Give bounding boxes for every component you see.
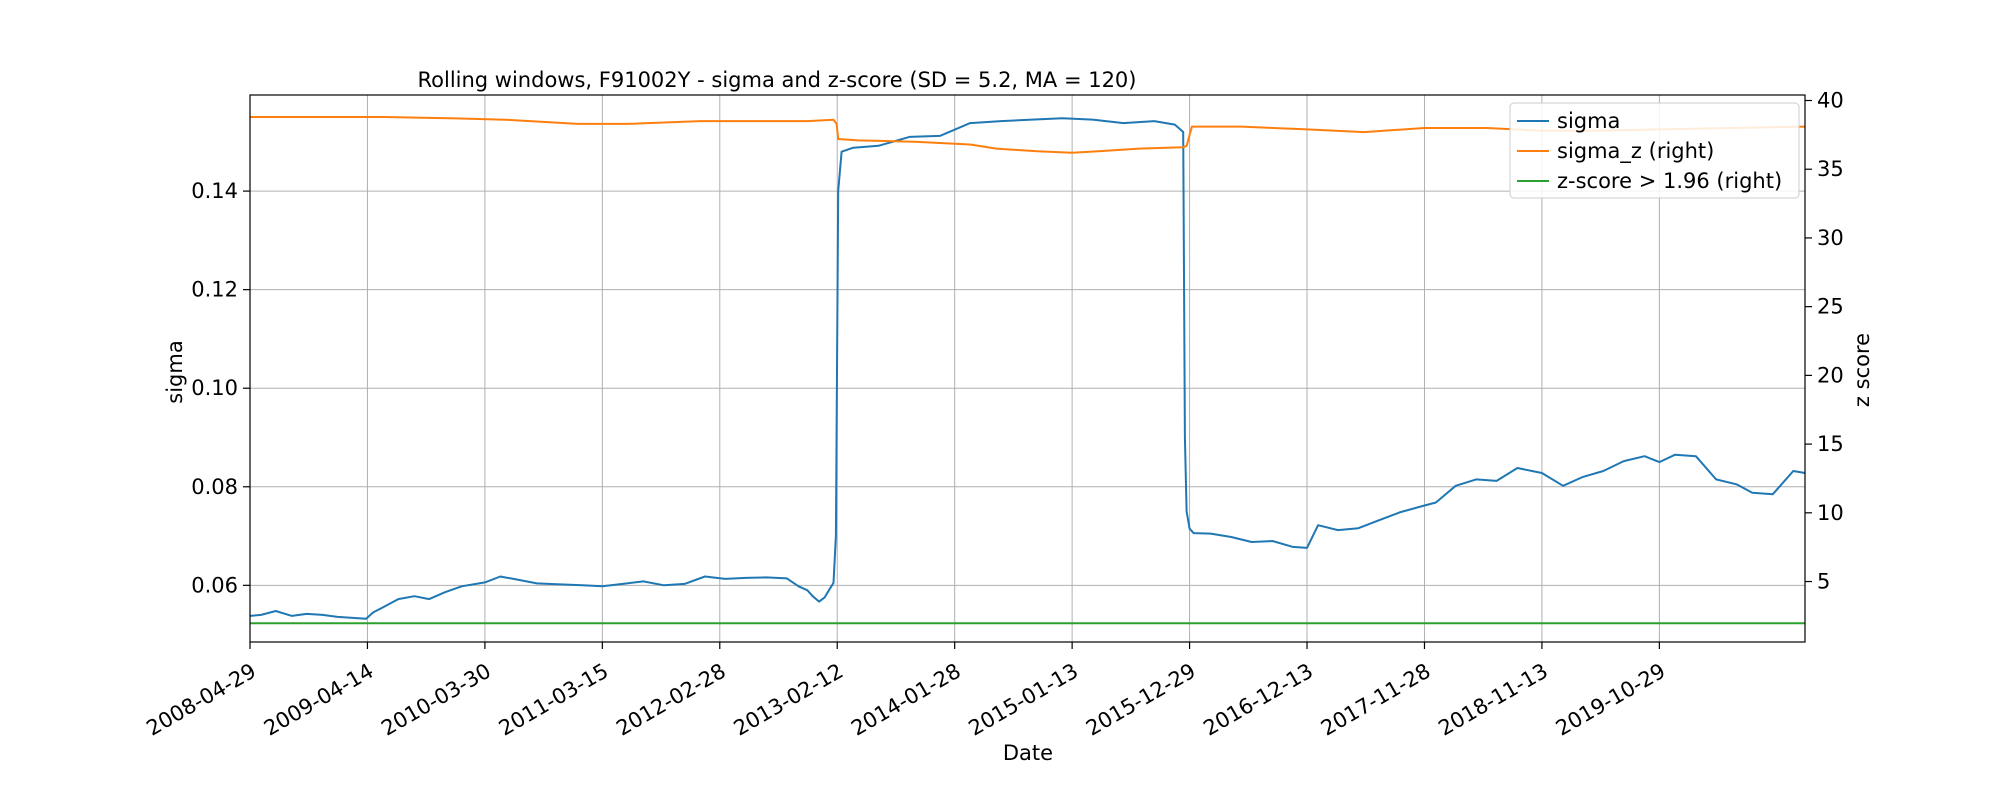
- y2-axis-label: z score: [1850, 333, 1874, 407]
- legend-label-threshold: z-score > 1.96 (right): [1557, 169, 1782, 193]
- y-tick-label: 0.10: [191, 376, 238, 400]
- y-tick-label: 0.08: [191, 475, 238, 499]
- y-tick-label: 0.14: [191, 179, 238, 203]
- y2-tick-label: 15: [1817, 432, 1844, 456]
- chart-title: Rolling windows, F91002Y - sigma and z-s…: [417, 68, 1136, 92]
- plot-area: [249, 116, 1806, 625]
- legend-label-sigma-z: sigma_z (right): [1557, 139, 1714, 164]
- grid-lines: [249, 95, 1805, 642]
- legend: sigma sigma_z (right) z-score > 1.96 (ri…: [1509, 102, 1800, 199]
- legend-box: [1509, 102, 1800, 199]
- y-tick-label: 0.06: [191, 573, 238, 597]
- y2-tick-label: 35: [1817, 157, 1844, 181]
- legend-label-sigma: sigma: [1557, 109, 1620, 133]
- x-axis-label: Date: [1003, 741, 1053, 765]
- y2-tick-label: 30: [1817, 226, 1844, 250]
- plot-frame: [249, 94, 1806, 643]
- y2-tick-label: 25: [1817, 295, 1844, 319]
- y2-tick-label: 10: [1817, 501, 1844, 525]
- y2-tick-label: 40: [1817, 88, 1844, 112]
- y-tick-label: 0.12: [191, 278, 238, 302]
- y2-tick-label: 20: [1817, 363, 1844, 387]
- series-line-sigma: [249, 117, 1806, 620]
- series-line-sigma-z: [250, 116, 1806, 154]
- y2-tick-label: 5: [1817, 570, 1830, 594]
- y-axis-label: sigma: [163, 340, 187, 403]
